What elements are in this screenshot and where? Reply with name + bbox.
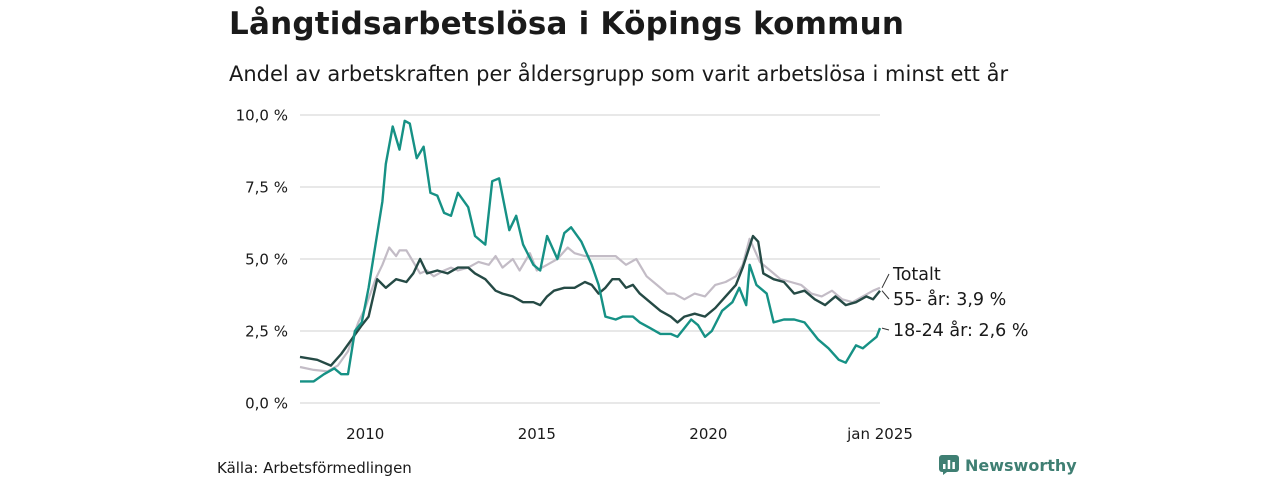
x-tick-label-3: jan 2025 [846,425,913,443]
series-layer [299,119,882,383]
end-label-totalt: Totalt [892,265,941,285]
x-tick-label-0: 2010 [346,425,384,443]
brand-name: Newsworthy [965,455,1077,475]
leader-line-age55 [881,290,890,300]
x-tick-label-1: 2015 [518,425,556,443]
x-tick-label-2: 2020 [689,425,727,443]
series-line-totalt [299,237,881,373]
series-line-age18_24 [300,119,882,383]
y-axis-ticks: 0,0 % 2,5 % 5,0 % 7,5 % 10,0 % [236,107,288,413]
series-end-labels: Totalt 55- år: 3,9 % 18-24 år: 2,6 % [881,265,1029,341]
y-tick-label-0: 0,0 % [245,395,288,413]
x-axis-ticks: 2010 2015 2020 jan 2025 [346,425,913,443]
leader-line-totalt [881,273,890,289]
chart-subtitle: Andel av arbetskraften per åldersgrupp s… [229,62,1009,86]
y-tick-label-4: 10,0 % [236,107,288,125]
y-tick-label-1: 2,5 % [245,323,288,341]
series-line-age55 [299,234,881,367]
newsworthy-logo-icon [939,455,959,475]
end-label-age18_24: 18-24 år: 2,6 % [893,320,1029,341]
y-tick-label-3: 7,5 % [245,179,288,197]
end-label-age55: 55- år: 3,9 % [893,289,1006,310]
y-tick-label-2: 5,0 % [245,251,288,269]
leader-line-age18_24 [881,327,890,331]
source-note: Källa: Arbetsförmedlingen [217,459,412,477]
chart-title: Långtidsarbetslösa i Köpings kommun [229,6,905,42]
brand-logo: Newsworthy [939,455,1077,475]
